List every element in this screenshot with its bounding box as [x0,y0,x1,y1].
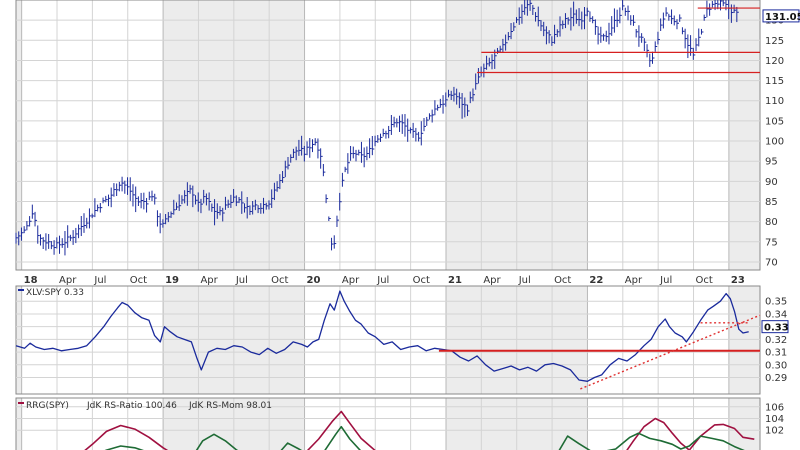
y-tick-label: 125 [765,36,784,47]
y-tick-label: 0.32 [765,335,787,346]
y-tick-label: 0.31 [765,348,787,359]
year-shade [16,0,22,270]
x-tick-month-label: Apr [342,275,360,286]
y-tick-label: 0.29 [765,373,787,384]
x-tick-year-label: 23 [731,275,745,286]
y-tick-label: 105 [765,116,784,127]
year-shade [728,286,760,394]
price-panel: 70758085909510010511011512012513018AprJu… [15,0,800,286]
x-tick-month-label: Oct [554,275,571,286]
y-tick-label: 102 [765,426,784,437]
x-tick-month-label: Jul [376,275,389,286]
ratio-line [15,290,749,382]
x-tick-month-label: Apr [625,275,643,286]
last-value-box [761,320,789,334]
y-tick-label: 115 [765,76,784,87]
y-tick-label: 0.35 [765,297,787,308]
y-tick-label: 104 [765,414,784,425]
x-tick-year-label: 21 [448,275,462,286]
year-shade [16,398,22,450]
year-shade [728,0,760,270]
y-tick-label: 106 [765,402,784,413]
rrg-series-line [104,425,745,450]
x-tick-month-label: Jul [235,275,248,286]
x-tick-year-label: 22 [589,275,603,286]
y-tick-label: 0.34 [765,309,787,320]
panel-border [15,397,761,450]
y-tick-label: 100 [765,137,784,148]
legend-swatch [18,402,24,404]
rrg-series-line [84,410,755,450]
x-tick-month-label: Apr [483,275,501,286]
x-tick-month-label: Oct [271,275,288,286]
y-tick-label: 95 [765,157,778,168]
y-tick-label: 75 [765,237,778,248]
y-tick-label: 85 [765,197,778,208]
x-tick-month-label: Jul [518,275,531,286]
y-tick-label: 110 [765,96,784,107]
trend-line [580,314,761,390]
y-tick-label: 70 [765,257,778,268]
y-tick-label: 0.30 [765,360,787,371]
x-tick-year-label: 20 [307,275,321,286]
x-tick-month-label: Jul [93,275,106,286]
y-tick-label: 80 [765,217,778,228]
panel-border [15,0,761,271]
ratio-legend: XLV:SPY 0.33 [26,288,84,298]
x-tick-year-label: 18 [24,275,38,286]
legend-swatch [18,289,24,291]
x-tick-month-label: Oct [696,275,713,286]
last-value-label: 0.33 [764,323,789,334]
x-tick-month-label: Apr [200,275,218,286]
y-tick-label: 90 [765,177,778,188]
year-shade [16,286,22,394]
x-tick-month-label: Jul [659,275,672,286]
last-value-label: 131.05 [765,12,800,23]
rrg-legend-prefix: RRG(SPY) [26,401,69,411]
panel-border [15,285,761,395]
y-tick-label: 120 [765,56,784,67]
x-tick-month-label: Oct [413,275,430,286]
x-tick-month-label: Apr [59,275,77,286]
x-tick-month-label: Oct [130,275,147,286]
year-shade [728,398,760,450]
x-tick-year-label: 19 [165,275,179,286]
rrg-legend-mom: JdK RS-Mom 98.01 [188,401,272,411]
last-value-box [762,9,800,23]
ratio-panel: 0.29 0.300.31 0.320.33 0.340.35 XLV:SPY 0.33… [15,285,789,395]
rrg-legend-ratio: JdK RS-Ratio 100.46 [86,401,177,411]
